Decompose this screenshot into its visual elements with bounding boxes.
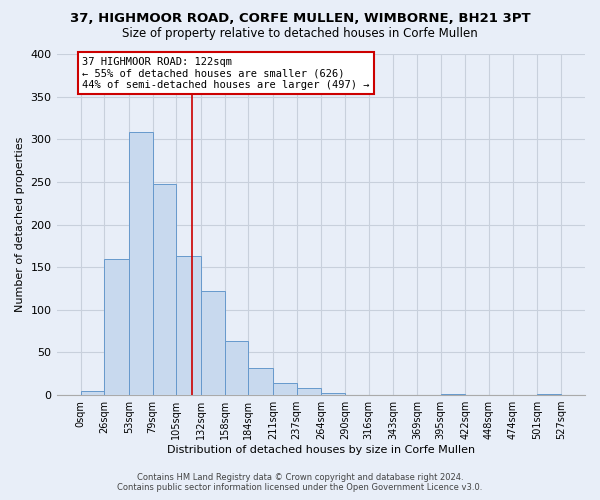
Bar: [129, 132, 152, 395]
Bar: [273, 383, 296, 395]
Bar: [80, 391, 104, 395]
Bar: [248, 368, 273, 395]
Bar: [440, 394, 465, 395]
Bar: [296, 388, 321, 395]
X-axis label: Distribution of detached houses by size in Corfe Mullen: Distribution of detached houses by size …: [167, 445, 475, 455]
Y-axis label: Number of detached properties: Number of detached properties: [15, 137, 25, 312]
Text: 37 HIGHMOOR ROAD: 122sqm
← 55% of detached houses are smaller (626)
44% of semi-: 37 HIGHMOOR ROAD: 122sqm ← 55% of detach…: [82, 56, 370, 90]
Bar: [201, 291, 224, 395]
Bar: [321, 394, 345, 395]
Text: 37, HIGHMOOR ROAD, CORFE MULLEN, WIMBORNE, BH21 3PT: 37, HIGHMOOR ROAD, CORFE MULLEN, WIMBORN…: [70, 12, 530, 26]
Text: Contains HM Land Registry data © Crown copyright and database right 2024.
Contai: Contains HM Land Registry data © Crown c…: [118, 473, 482, 492]
Bar: [104, 258, 129, 395]
Text: Size of property relative to detached houses in Corfe Mullen: Size of property relative to detached ho…: [122, 28, 478, 40]
Bar: [176, 256, 201, 395]
Bar: [152, 184, 176, 395]
Bar: [224, 340, 248, 395]
Bar: [537, 394, 561, 395]
